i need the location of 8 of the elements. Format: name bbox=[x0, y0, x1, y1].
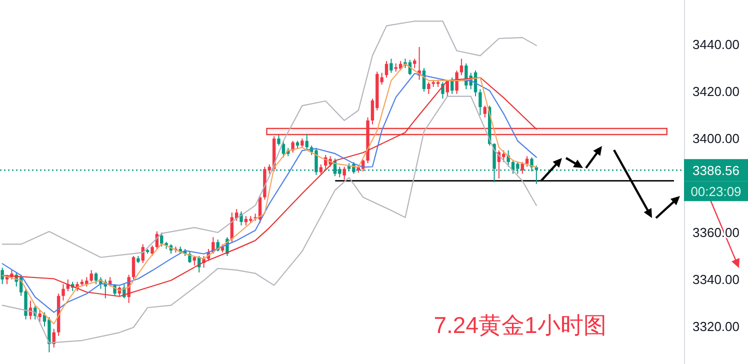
y-tick-label: 3400.00 bbox=[692, 131, 740, 146]
text: 00:23:09 bbox=[690, 184, 742, 200]
y-tick-label: 3420.00 bbox=[692, 84, 740, 100]
y-tick-label: 3440.00 bbox=[692, 37, 740, 52]
ref-line-label: 3386.56 bbox=[692, 163, 740, 178]
y-tick-label: 3340.00 bbox=[692, 272, 740, 287]
y-tick-label: 3320.00 bbox=[692, 318, 740, 334]
annotation: 7.24黄金1小时图 bbox=[434, 312, 606, 338]
